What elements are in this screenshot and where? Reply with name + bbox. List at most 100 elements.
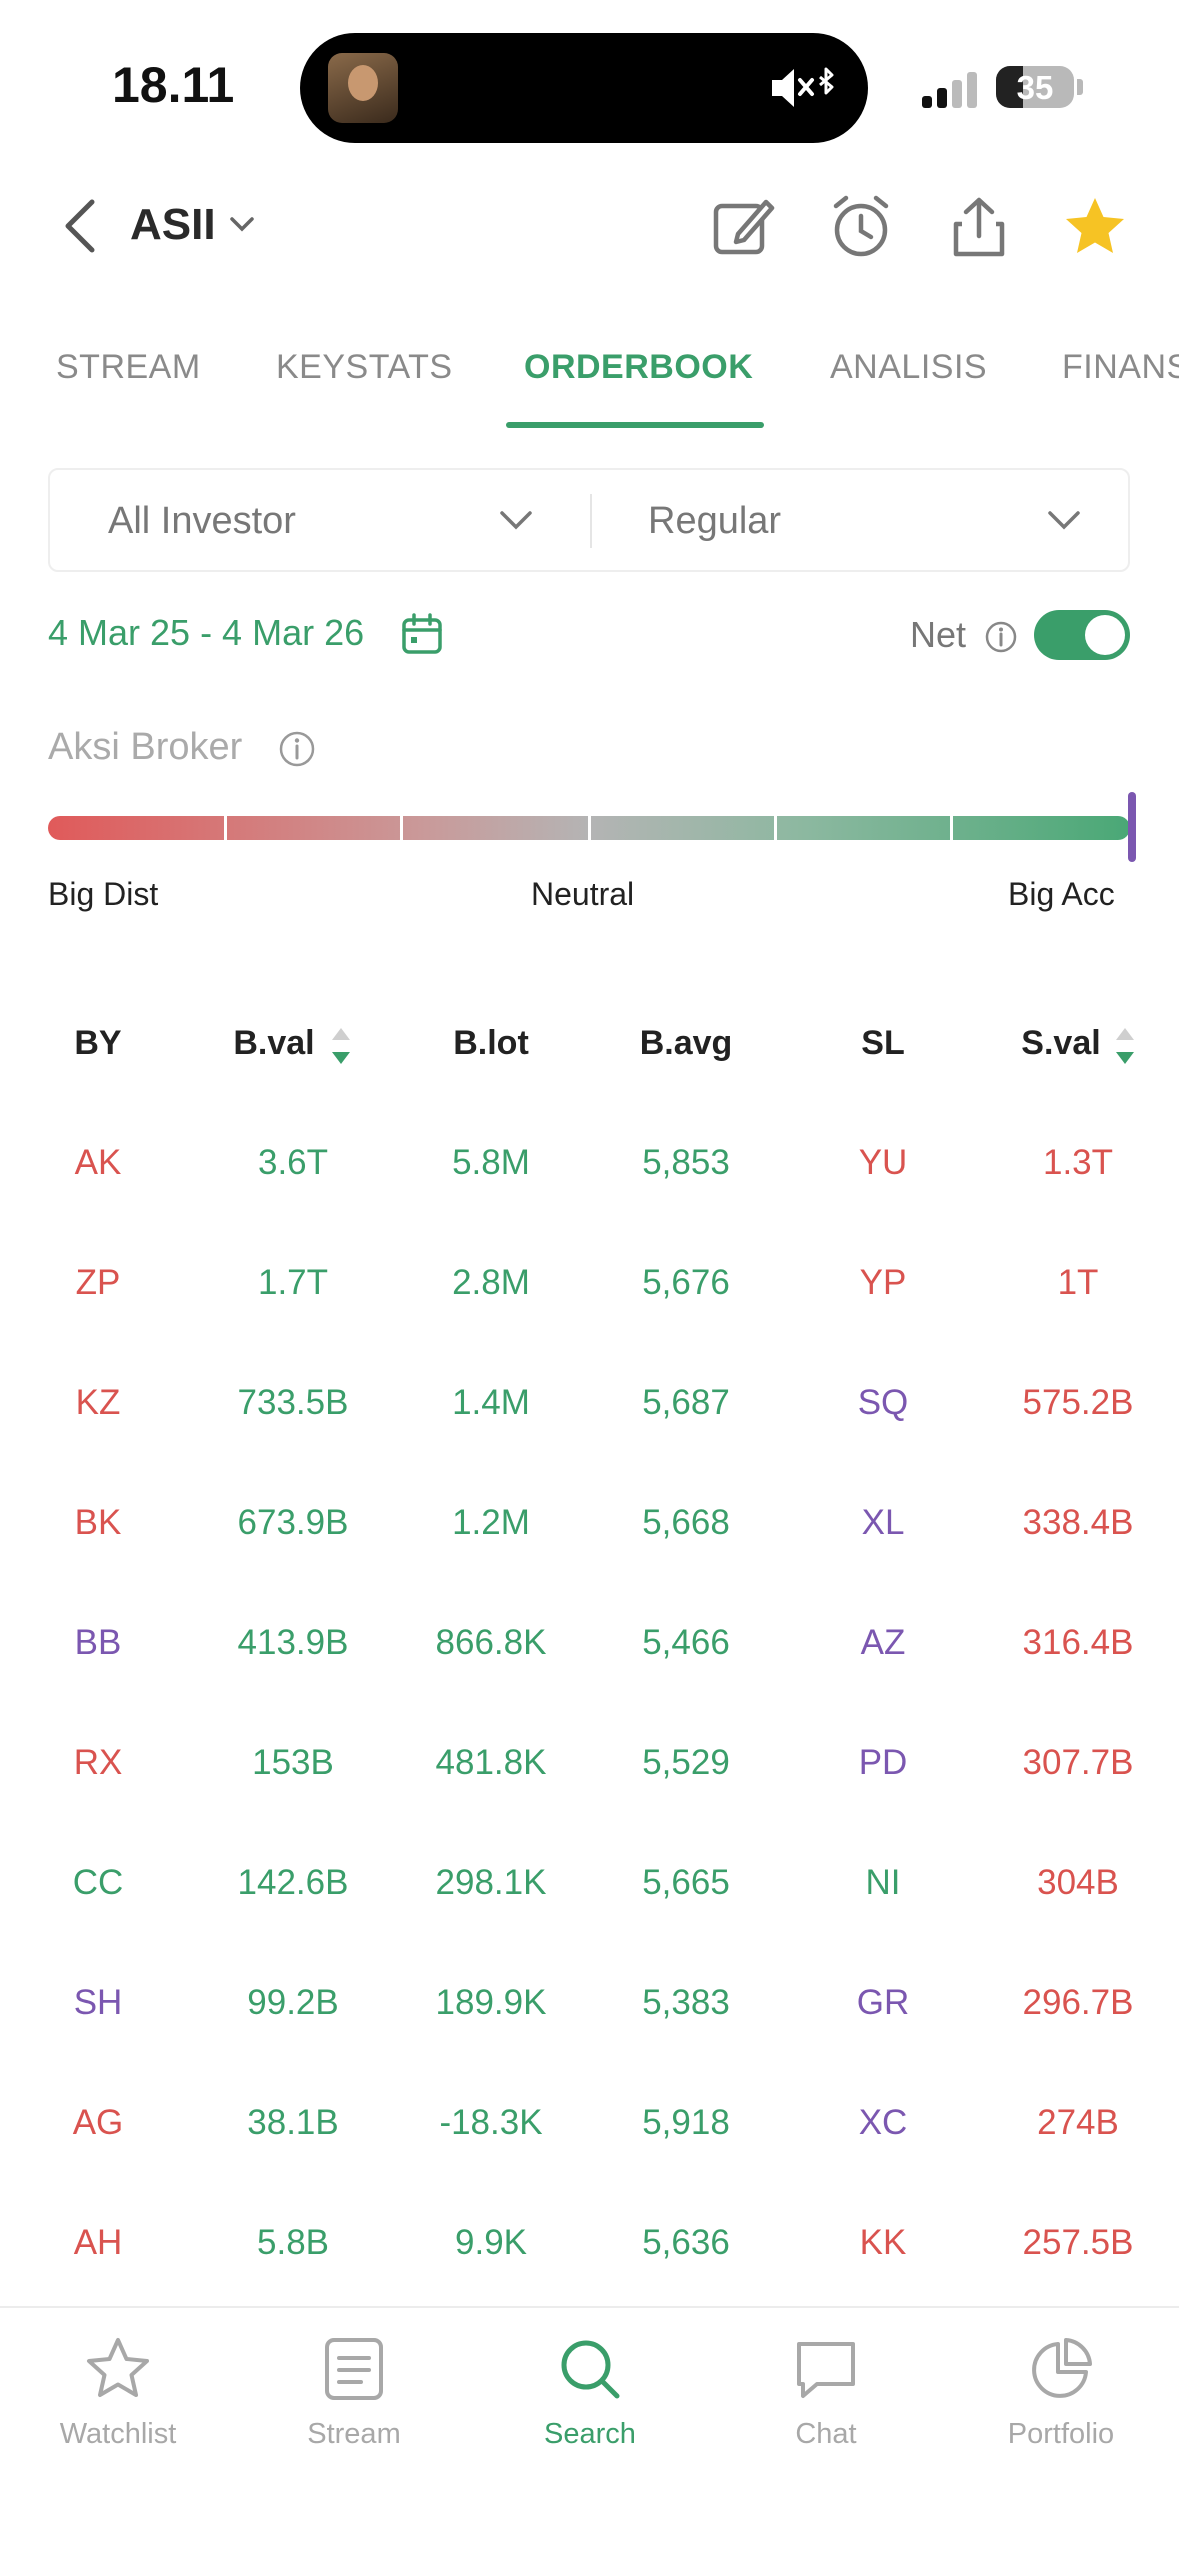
sell-value: 307.7B — [1022, 1743, 1134, 1782]
sell-value: 316.4B — [1022, 1623, 1134, 1662]
chevron-down-icon[interactable] — [228, 214, 256, 239]
col-blot[interactable]: B.lot — [453, 1024, 529, 1062]
buy-value: 733.5B — [237, 1383, 349, 1422]
seller-code[interactable]: YP — [859, 1263, 907, 1302]
sell-value: 296.7B — [1022, 1983, 1134, 2022]
chevron-down-icon — [1046, 508, 1082, 537]
buyer-code[interactable]: RX — [73, 1743, 123, 1782]
sell-value: 304B — [1037, 1863, 1119, 1902]
seller-code[interactable]: XL — [861, 1503, 905, 1542]
buy-avg: 5,676 — [642, 1263, 730, 1302]
buyer-code[interactable]: ZP — [75, 1263, 121, 1302]
table-row[interactable]: AG 38.1B -18.3K 5,918 XC 274B — [0, 2065, 1179, 2185]
net-toggle[interactable] — [1034, 610, 1130, 660]
sell-value: 274B — [1037, 2103, 1119, 2142]
buyer-code[interactable]: BK — [74, 1503, 122, 1542]
investor-select[interactable]: All Investor — [50, 470, 590, 570]
status-bar: 18.11 35 — [0, 0, 1179, 170]
chat-bubble-icon — [791, 2334, 861, 2409]
chevron-down-icon — [498, 508, 534, 537]
buyer-code[interactable]: AK — [74, 1143, 122, 1182]
sort-icon[interactable] — [328, 1024, 354, 1073]
nav-portfolio[interactable]: Portfolio — [943, 2308, 1179, 2488]
table-row[interactable]: BK 673.9B 1.2M 5,668 XL 338.4B — [0, 1465, 1179, 1585]
buy-lot: 866.8K — [435, 1623, 547, 1662]
nav-label: Stream — [307, 2418, 401, 2450]
tab-keystats[interactable]: KEYSTATS — [276, 348, 453, 386]
seller-code[interactable]: AZ — [860, 1623, 906, 1662]
col-sval[interactable]: S.val — [1021, 1024, 1101, 1062]
nav-watchlist[interactable]: Watchlist — [0, 2308, 236, 2488]
buyer-code[interactable]: CC — [72, 1863, 124, 1902]
document-icon — [319, 2334, 389, 2409]
cell-signal-icon — [922, 72, 982, 108]
sell-value: 1T — [1057, 1263, 1099, 1302]
buy-lot: 1.2M — [452, 1503, 530, 1542]
col-sl[interactable]: SL — [861, 1024, 905, 1062]
sort-icon[interactable] — [1112, 1024, 1138, 1073]
share-icon[interactable] — [944, 192, 1014, 262]
table-row[interactable]: CC 142.6B 298.1K 5,665 NI 304B — [0, 1825, 1179, 1945]
buy-lot: 481.8K — [435, 1743, 547, 1782]
broker-action-meter — [48, 816, 1130, 840]
info-icon[interactable] — [278, 730, 316, 773]
buy-lot: 1.4M — [452, 1383, 530, 1422]
now-playing-artwork — [328, 53, 398, 123]
buyer-code[interactable]: AH — [73, 2223, 123, 2262]
buy-value: 413.9B — [237, 1623, 349, 1662]
buy-lot: 2.8M — [452, 1263, 530, 1302]
buy-lot: 189.9K — [435, 1983, 547, 2022]
table-row[interactable]: KZ 733.5B 1.4M 5,687 SQ 575.2B — [0, 1345, 1179, 1465]
buy-avg: 5,687 — [642, 1383, 730, 1422]
buy-avg: 5,853 — [642, 1143, 730, 1182]
filter-bar: All Investor Regular — [48, 468, 1130, 572]
table-row[interactable]: ZP 1.7T 2.8M 5,676 YP 1T — [0, 1225, 1179, 1345]
ticker-title[interactable]: ASII — [130, 200, 216, 249]
buyer-code[interactable]: KZ — [75, 1383, 121, 1422]
info-icon[interactable] — [984, 620, 1018, 659]
favorite-star-icon[interactable] — [1060, 192, 1130, 262]
table-row[interactable]: AH 5.8B 9.9K 5,636 KK 257.5B — [0, 2185, 1179, 2305]
seller-code[interactable]: XC — [858, 2103, 908, 2142]
tab-stream[interactable]: STREAM — [56, 348, 201, 386]
col-bavg[interactable]: B.avg — [639, 1024, 733, 1062]
tab-orderbook[interactable]: ORDERBOOK — [524, 348, 754, 386]
tab-bar: STREAM KEYSTATS ORDERBOOK ANALISIS FINAN… — [0, 330, 1179, 430]
filter-divider — [590, 494, 592, 548]
buy-avg: 5,383 — [642, 1983, 730, 2022]
buy-value: 5.8B — [257, 2223, 329, 2262]
buy-value: 99.2B — [247, 1983, 339, 2022]
nav-label: Search — [544, 2418, 636, 2450]
buyer-code[interactable]: BB — [74, 1623, 122, 1662]
seller-code[interactable]: GR — [856, 1983, 910, 2022]
seller-code[interactable]: SQ — [857, 1383, 909, 1422]
seller-code[interactable]: KK — [859, 2223, 907, 2262]
calendar-icon[interactable] — [400, 612, 444, 661]
table-row[interactable]: AK 3.6T 5.8M 5,853 YU 1.3T — [0, 1105, 1179, 1225]
dynamic-island[interactable] — [300, 33, 868, 143]
nav-stream[interactable]: Stream — [236, 2308, 472, 2488]
date-range[interactable]: 4 Mar 25 - 4 Mar 26 — [48, 612, 365, 653]
buyer-code[interactable]: SH — [73, 1983, 123, 2022]
col-bval[interactable]: B.val — [233, 1024, 315, 1062]
col-by[interactable]: BY — [74, 1024, 122, 1062]
seller-code[interactable]: PD — [858, 1743, 908, 1782]
seller-code[interactable]: YU — [858, 1143, 908, 1182]
market-select[interactable]: Regular — [592, 470, 1132, 570]
tab-analisis[interactable]: ANALISIS — [830, 348, 988, 386]
alarm-icon[interactable] — [826, 192, 896, 262]
pie-chart-icon — [1026, 2334, 1096, 2409]
buy-avg: 5,665 — [642, 1863, 730, 1902]
nav-search[interactable]: Search — [472, 2308, 708, 2488]
table-row[interactable]: RX 153B 481.8K 5,529 PD 307.7B — [0, 1705, 1179, 1825]
tab-finans[interactable]: FINANS — [1062, 348, 1179, 386]
table-row[interactable]: BB 413.9B 866.8K 5,466 AZ 316.4B — [0, 1585, 1179, 1705]
back-icon[interactable] — [60, 196, 100, 261]
nav-chat[interactable]: Chat — [708, 2308, 944, 2488]
seller-code[interactable]: NI — [865, 1863, 901, 1902]
table-row[interactable]: SH 99.2B 189.9K 5,383 GR 296.7B — [0, 1945, 1179, 2065]
buy-lot: 5.8M — [452, 1143, 530, 1182]
edit-icon[interactable] — [708, 192, 778, 262]
buy-value: 3.6T — [257, 1143, 329, 1182]
buyer-code[interactable]: AG — [72, 2103, 124, 2142]
